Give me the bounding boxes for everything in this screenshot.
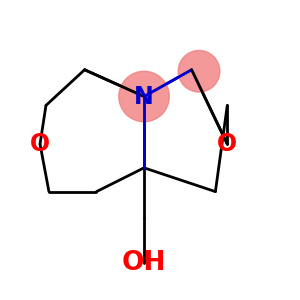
Text: N: N bbox=[134, 85, 154, 109]
Text: OH: OH bbox=[122, 250, 166, 276]
Text: O: O bbox=[217, 132, 237, 156]
Circle shape bbox=[178, 50, 220, 92]
Text: O: O bbox=[30, 132, 50, 156]
Circle shape bbox=[119, 71, 169, 122]
